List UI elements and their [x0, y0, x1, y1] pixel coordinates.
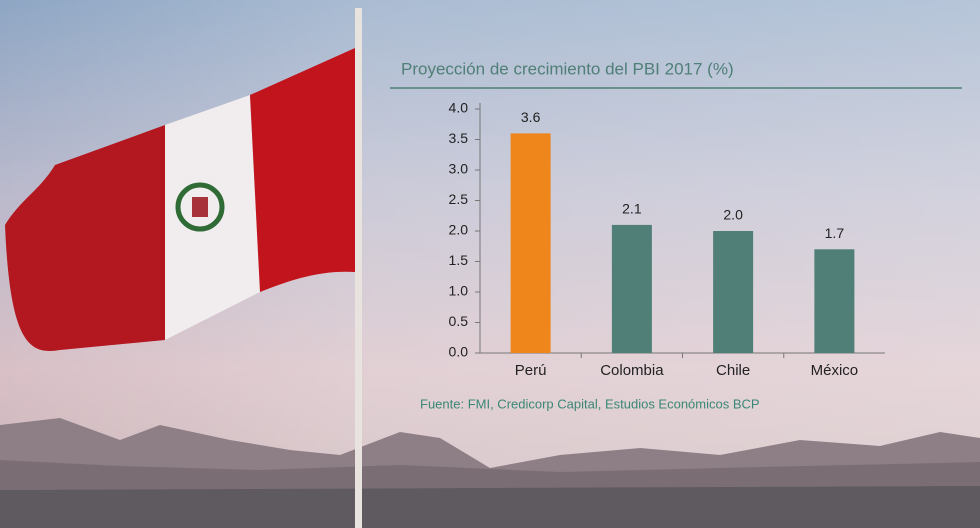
bar [713, 231, 754, 353]
x-tick-label: Colombia [600, 362, 664, 379]
value-label: 3.6 [521, 109, 541, 125]
value-label: 1.7 [825, 225, 845, 241]
bar [611, 224, 652, 353]
value-label: 2.0 [723, 207, 743, 223]
y-tick-label: 0.0 [449, 344, 469, 360]
y-tick-label: 3.0 [449, 161, 469, 177]
flag [5, 8, 362, 528]
y-tick-label: 2.0 [449, 222, 469, 238]
bar [510, 133, 551, 353]
bar [814, 249, 855, 353]
value-label: 2.1 [622, 201, 642, 217]
chart-title: Proyección de crecimiento del PBI 2017 (… [401, 59, 734, 78]
y-tick-label: 4.0 [449, 100, 469, 116]
y-tick-label: 1.0 [449, 283, 469, 299]
x-tick-label: Chile [716, 362, 750, 379]
source: Fuente: FMI, Credicorp Capital, Estudios… [420, 396, 760, 411]
x-tick-label: México [811, 362, 859, 379]
y-tick-label: 3.5 [449, 130, 469, 146]
y-tick-label: 1.5 [449, 252, 469, 268]
y-tick-label: 2.5 [449, 191, 469, 207]
x-tick-label: Perú [515, 362, 547, 379]
y-tick-label: 0.5 [449, 313, 469, 329]
